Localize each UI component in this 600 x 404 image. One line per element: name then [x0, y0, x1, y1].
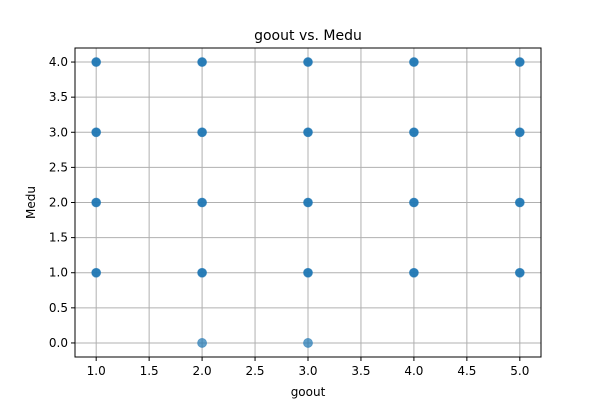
- data-point: [197, 127, 207, 138]
- data-point: [514, 127, 525, 138]
- y-tick-label: 2.5: [49, 160, 68, 174]
- data-point: [91, 267, 102, 278]
- x-tick-label: 2.5: [245, 364, 264, 378]
- data-point: [91, 57, 102, 67]
- data-point: [514, 57, 525, 67]
- y-tick-label: 3.0: [49, 125, 68, 139]
- x-tick-label: 3.0: [298, 364, 317, 378]
- x-tick-label: 5.0: [510, 364, 529, 378]
- x-tick-label: 3.5: [351, 364, 370, 378]
- data-point: [409, 197, 419, 208]
- data-point: [514, 197, 525, 208]
- data-point: [197, 267, 207, 278]
- data-points: [91, 57, 525, 348]
- y-axis-label: Medu: [24, 186, 38, 219]
- y-tick-label: 4.0: [49, 55, 68, 69]
- data-point: [303, 197, 313, 208]
- data-point: [197, 338, 207, 348]
- x-tick-label: 4.0: [404, 364, 423, 378]
- y-tick-label: 3.5: [49, 90, 68, 104]
- x-tick-label: 1.0: [87, 364, 106, 378]
- y-tick-label: 1.0: [49, 266, 68, 280]
- data-point: [409, 127, 419, 138]
- data-point: [91, 197, 102, 208]
- data-point: [303, 127, 313, 138]
- data-point: [303, 338, 313, 348]
- y-tick-label: 0.5: [49, 301, 68, 315]
- axis-ticks: 1.0 1.5 2.0 2.5 3.0 3.5 4.0 4.5 5.0 0.0 0.5 1.0 1.5 2…: [49, 55, 529, 378]
- y-tick-label: 1.5: [49, 231, 68, 245]
- chart-title: goout vs. Medu: [254, 28, 362, 44]
- data-point: [303, 57, 313, 67]
- data-point: [197, 197, 207, 208]
- x-axis-label: goout: [291, 385, 326, 399]
- data-point: [409, 57, 419, 67]
- x-tick-label: 4.5: [457, 364, 476, 378]
- y-tick-label: 0.0: [49, 336, 68, 350]
- data-point: [197, 57, 207, 67]
- data-point: [514, 267, 525, 278]
- data-point: [303, 267, 313, 278]
- y-tick-label: 2.0: [49, 196, 68, 210]
- x-tick-label: 2.0: [193, 364, 212, 378]
- data-point: [409, 267, 419, 278]
- data-point: [91, 127, 102, 138]
- x-tick-label: 1.5: [140, 364, 159, 378]
